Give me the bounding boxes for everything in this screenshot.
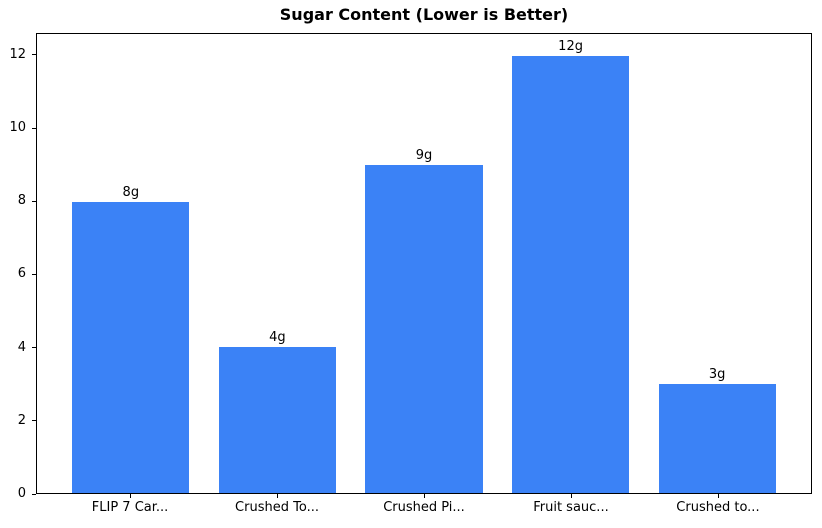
bar-value-label: 9g xyxy=(415,148,433,164)
x-tick-label: Crushed To... xyxy=(235,500,319,515)
bar xyxy=(72,201,190,493)
y-tick-mark xyxy=(32,347,36,349)
bar-value-label: 12g xyxy=(558,38,583,54)
y-tick-label: 8 xyxy=(17,193,26,209)
y-tick-mark xyxy=(32,54,36,56)
y-tick-mark xyxy=(32,127,36,129)
y-tick-label: 6 xyxy=(17,266,26,282)
y-tick-label: 4 xyxy=(17,339,26,355)
x-tick-label: Crushed Pi... xyxy=(383,500,465,515)
bar xyxy=(365,165,483,493)
plot-area: 8g 4g 9g 12g 3g xyxy=(36,33,812,494)
chart-title: Sugar Content (Lower is Better) xyxy=(279,5,569,24)
y-tick-label: 2 xyxy=(17,412,26,428)
y-tick-label: 10 xyxy=(9,120,26,136)
y-tick-label: 12 xyxy=(9,46,26,62)
y-tick-mark xyxy=(32,200,36,202)
y-tick-mark xyxy=(32,273,36,275)
x-tick-label: Fruit sauc... xyxy=(533,500,609,515)
bar-value-label: 3g xyxy=(708,366,726,382)
y-tick-label: 0 xyxy=(17,486,26,501)
bar-value-label: 4g xyxy=(269,330,286,346)
x-tick-mark xyxy=(424,494,425,498)
y-tick-mark xyxy=(32,420,36,422)
bar-value-label: 8g xyxy=(122,184,140,200)
bar xyxy=(218,347,337,493)
x-tick-mark xyxy=(570,494,572,498)
bar xyxy=(658,383,776,493)
bar xyxy=(511,55,630,493)
x-tick-mark xyxy=(277,494,279,498)
y-tick-mark xyxy=(32,493,36,495)
x-tick-mark xyxy=(717,494,719,498)
x-tick-label: FLIP 7 Car... xyxy=(91,500,169,515)
x-tick-label: Crushed to... xyxy=(676,500,760,515)
x-tick-mark xyxy=(130,494,132,498)
